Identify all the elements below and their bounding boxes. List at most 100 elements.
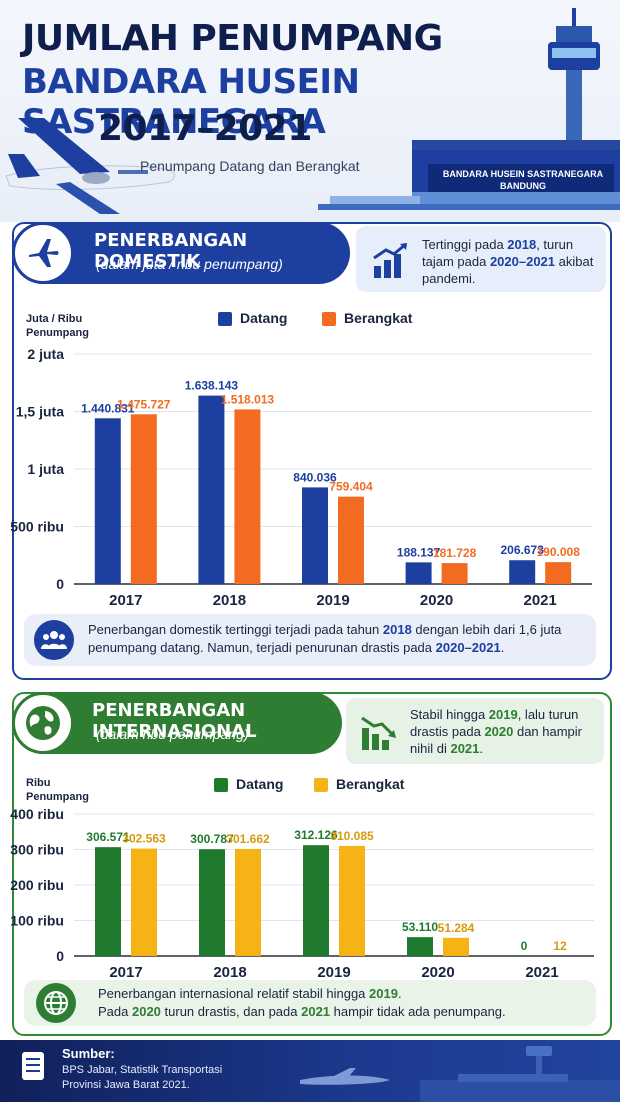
- legend-swatch-berangkat: [322, 312, 336, 326]
- footer-skyline: [300, 1046, 620, 1102]
- international-x-tick-label: 2020: [421, 964, 454, 981]
- domestic-x-tick-label: 2020: [420, 592, 453, 609]
- domestic-bar-datang-2018: [198, 395, 225, 584]
- international-data-label: 310.085: [330, 829, 374, 843]
- legend-label-berangkat: Berangkat: [336, 776, 405, 792]
- international-bar-berangkat-2017: [131, 848, 157, 956]
- legend-label-datang: Datang: [236, 776, 284, 792]
- domestic-bar-datang-2017: [94, 418, 121, 584]
- international-bar-datang-2020: [407, 937, 433, 956]
- legend-label-berangkat: Berangkat: [344, 310, 413, 326]
- international-bar-datang-2019: [303, 845, 329, 956]
- international-data-label: 306.571: [86, 830, 130, 844]
- domestic-bar-berangkat-2018: [234, 409, 261, 584]
- legend-swatch-berangkat: [314, 778, 328, 792]
- international-data-label: 301.662: [226, 832, 270, 846]
- page-title-line1: JUMLAH PENUMPANG: [22, 18, 443, 59]
- domestic-data-label: 188.137: [397, 545, 441, 559]
- domestic-summary-text: Penerbangan domestik tertinggi terjadi p…: [88, 622, 562, 655]
- globe-icon: [36, 983, 76, 1023]
- international-x-tick-label: 2021: [525, 964, 558, 981]
- domestic-data-label: 1.440.831: [81, 401, 135, 415]
- international-bar-datang-2017: [95, 847, 121, 956]
- domestic-subtitle: (dalam juta / ribu penumpang): [96, 256, 283, 272]
- airplane-icon: [12, 222, 74, 284]
- domestic-y-tick-label: 0: [56, 576, 64, 592]
- domestic-bar-berangkat-2021: [545, 562, 572, 584]
- international-header-pill: PENERBANGAN INTERNASIONAL (dalam ribu pe…: [12, 692, 342, 754]
- legend-swatch-datang: [214, 778, 228, 792]
- header-banner: JUMLAH PENUMPANG BANDARA HUSEIN SASTRANE…: [0, 0, 620, 222]
- international-x-tick-label: 2017: [109, 964, 142, 981]
- international-data-label: 0: [521, 939, 528, 953]
- domestic-title: PENERBANGAN DOMESTIK: [94, 230, 248, 272]
- airport-illustration: [5, 8, 620, 214]
- international-data-label: 312.126: [294, 828, 338, 842]
- legend-swatch-datang: [218, 312, 232, 326]
- international-summary: Penerbangan internasional relatif stabil…: [24, 980, 596, 1026]
- domestic-x-tick-label: 2017: [109, 592, 142, 609]
- international-data-label: 12: [553, 939, 567, 953]
- international-bar-chart: 0 100 ribu 200 ribu 300 ribu 400 ribu 306.571…: [10, 806, 594, 981]
- international-data-label: 302.563: [122, 832, 166, 846]
- page-title-years: 2017–2021: [98, 108, 312, 149]
- terminal-sign: BANDARA HUSEIN SASTRANEGARA BANDUNG: [432, 168, 614, 192]
- international-data-label: 51.284: [438, 921, 475, 935]
- page-title-line2: BANDARA HUSEIN SASTRANEGARA: [22, 62, 360, 142]
- domestic-x-tick-label: 2018: [213, 592, 246, 609]
- terminal-sign-line2: BANDUNG: [500, 181, 546, 191]
- international-y-axis-title: Ribu Penumpang: [26, 777, 89, 803]
- international-y-tick-label: 300 ribu: [10, 842, 64, 858]
- legend-label-datang: Datang: [240, 310, 288, 326]
- international-bar-berangkat-2020: [443, 937, 469, 956]
- domestic-y-tick-label: 500 ribu: [10, 519, 64, 535]
- domestic-bar-datang-2021: [509, 560, 536, 584]
- domestic-bar-datang-2020: [405, 562, 432, 584]
- domestic-bar-berangkat-2020: [441, 563, 468, 584]
- international-x-tick-label: 2019: [317, 964, 350, 981]
- globe-icon: [12, 692, 74, 754]
- source-text: BPS Jabar, Statistik Transportasi Provins…: [62, 1064, 223, 1091]
- domestic-y-tick-label: 1,5 juta: [16, 404, 64, 420]
- people-icon: [34, 620, 74, 660]
- international-y-tick-label: 100 ribu: [10, 913, 64, 929]
- international-data-label: 300.787: [190, 832, 234, 846]
- international-summary-text: Penerbangan internasional relatif stabil…: [98, 986, 506, 1019]
- domestic-note: Tertinggi pada 2018, turun tajam pada 20…: [356, 226, 606, 292]
- domestic-y-tick-label: 2 juta: [27, 346, 64, 362]
- source-footer: Sumber: BPS Jabar, Statistik Transportas…: [0, 1040, 620, 1102]
- domestic-x-tick-label: 2021: [524, 592, 557, 609]
- domestic-header-pill: PENERBANGAN DOMESTIK (dalam juta / ribu …: [12, 222, 350, 284]
- international-bar-berangkat-2019: [339, 845, 365, 956]
- domestic-data-label: 206.673: [501, 543, 545, 557]
- domestic-data-label: 190.008: [537, 545, 581, 559]
- international-bar-datang-2018: [199, 849, 225, 956]
- international-note: Stabil hingga 2019, lalu turun drastis p…: [346, 698, 604, 764]
- terminal-sign-line1: BANDARA HUSEIN SASTRANEGARA: [442, 169, 604, 179]
- domestic-data-label: 1.638.143: [185, 379, 239, 393]
- international-subtitle: (dalam ribu penumpang): [96, 726, 249, 742]
- international-y-tick-label: 200 ribu: [10, 877, 64, 893]
- domestic-note-text: Tertinggi pada 2018, turun tajam pada 20…: [422, 237, 594, 286]
- international-x-tick-label: 2018: [213, 964, 246, 981]
- domestic-bar-datang-2019: [302, 487, 328, 584]
- domestic-x-tick-label: 2019: [316, 592, 349, 609]
- page-subtitle: Penumpang Datang dan Berangkat: [140, 158, 360, 174]
- domestic-y-axis-title: Juta / Ribu Penumpang: [26, 313, 89, 339]
- chart-down-icon: [361, 716, 396, 750]
- source-title: Sumber:: [62, 1046, 115, 1061]
- international-note-text: Stabil hingga 2019, lalu turun drastis p…: [410, 707, 583, 756]
- domestic-data-label: 840.036: [293, 470, 337, 484]
- domestic-data-label: 759.404: [329, 480, 373, 494]
- domestic-summary: Penerbangan domestik tertinggi terjadi p…: [24, 614, 596, 666]
- domestic-data-label: 181.728: [433, 546, 477, 560]
- international-y-tick-label: 400 ribu: [10, 806, 64, 822]
- domestic-bar-berangkat-2019: [338, 496, 364, 584]
- domestic-y-tick-label: 1 juta: [27, 461, 64, 477]
- international-data-label: 53.110: [402, 920, 438, 934]
- domestic-data-label: 1.475.727: [117, 397, 171, 411]
- international-y-tick-label: 0: [56, 948, 64, 964]
- chart-up-icon: [373, 242, 407, 278]
- international-title: PENERBANGAN INTERNASIONAL: [92, 700, 257, 742]
